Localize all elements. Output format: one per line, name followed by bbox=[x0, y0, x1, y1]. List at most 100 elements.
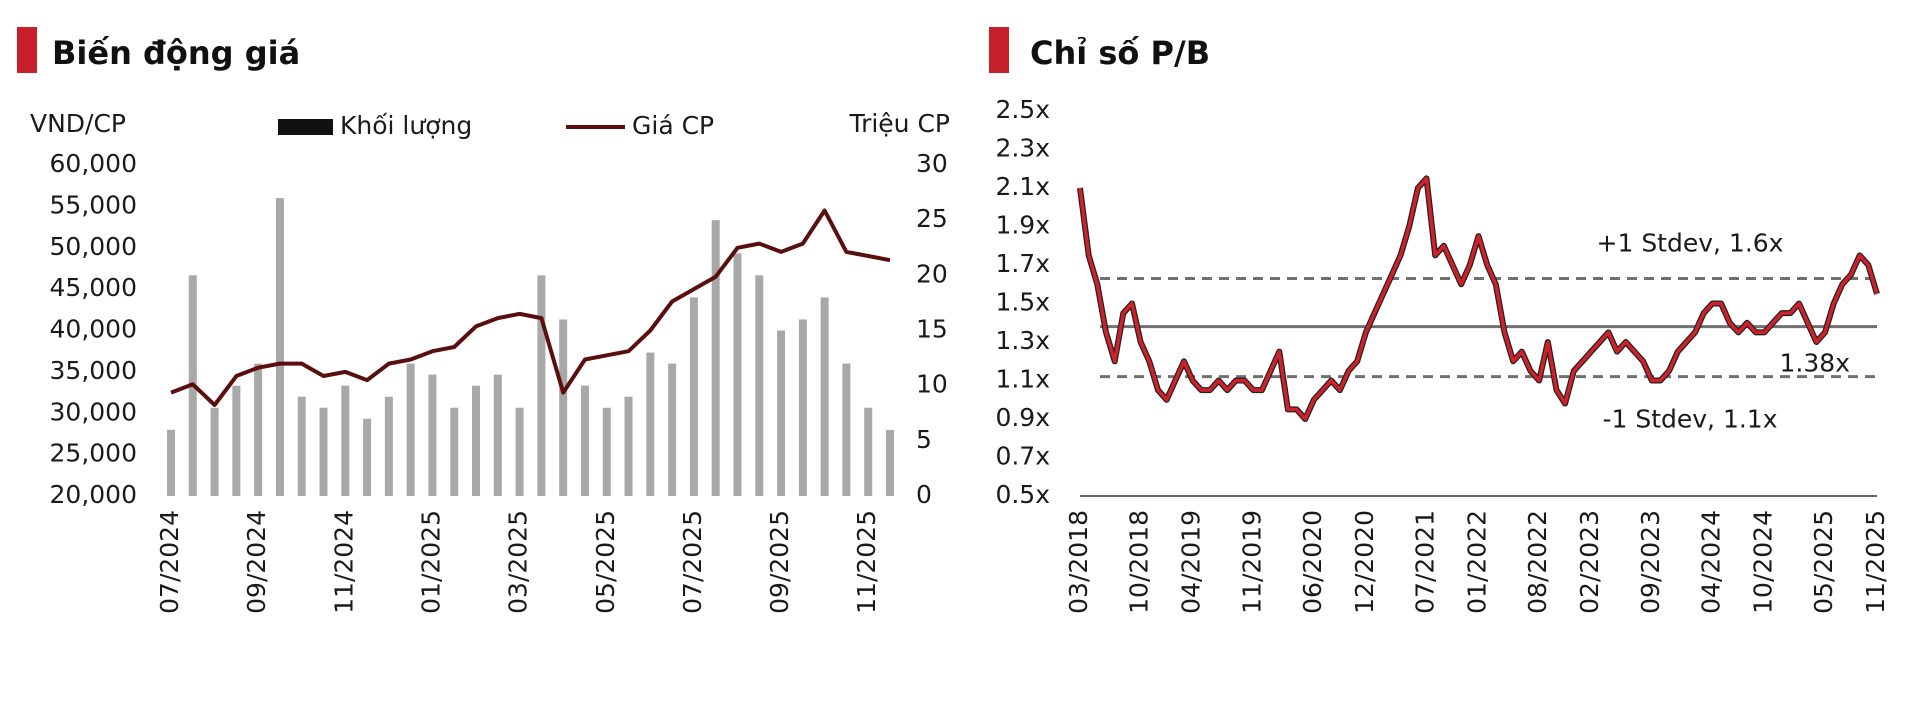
legend-label: Khối lượng bbox=[340, 111, 472, 140]
y2-tick-label: 10 bbox=[916, 370, 948, 399]
annotation: +1 Stdev, 1.6x bbox=[1597, 228, 1784, 257]
y2-tick-label: 20 bbox=[916, 259, 948, 288]
volume-bar bbox=[210, 407, 219, 496]
y-tick-label: 1.9x bbox=[995, 211, 1050, 240]
volume-bar bbox=[602, 407, 611, 496]
volume-bar bbox=[254, 363, 263, 496]
y-tick-label: 1.3x bbox=[995, 326, 1050, 355]
y-tick-label: 2.1x bbox=[995, 172, 1050, 201]
x-tick-label: 05/2025 bbox=[591, 510, 620, 614]
volume-bar bbox=[319, 407, 328, 496]
x-tick-label: 10/2024 bbox=[1748, 510, 1777, 614]
x-tick-label: 07/2024 bbox=[155, 510, 184, 614]
volume-bar bbox=[559, 319, 568, 496]
y-tick-label: 1.5x bbox=[995, 288, 1050, 317]
y-tick-label: 0.9x bbox=[995, 403, 1050, 432]
volume-bar bbox=[450, 407, 459, 496]
x-tick-label: 09/2024 bbox=[242, 510, 271, 614]
x-tick-label: 09/2023 bbox=[1636, 510, 1665, 614]
x-tick-label: 08/2022 bbox=[1523, 510, 1552, 614]
y-tick-label: 25,000 bbox=[50, 439, 137, 468]
y-tick-label: 1.1x bbox=[995, 365, 1050, 394]
y-tick-label: 45,000 bbox=[50, 273, 137, 302]
y-tick-label: 50,000 bbox=[50, 232, 137, 261]
volume-bar bbox=[384, 396, 393, 496]
volume-bar bbox=[646, 352, 655, 496]
volume-bar bbox=[428, 374, 437, 496]
x-tick-label: 11/2025 bbox=[1861, 510, 1890, 614]
legend-swatch bbox=[278, 119, 333, 135]
x-tick-label: 06/2020 bbox=[1298, 510, 1327, 614]
y-axis-label: VND/CP bbox=[30, 109, 126, 138]
chart-title: Biến động giá bbox=[52, 34, 300, 72]
volume-bar bbox=[297, 396, 306, 496]
x-tick-label: 11/2019 bbox=[1237, 510, 1266, 614]
volume-bar bbox=[864, 407, 873, 496]
y-tick-label: 30,000 bbox=[50, 397, 137, 426]
legend-label: Giá CP bbox=[632, 111, 714, 140]
volume-bar bbox=[406, 363, 415, 496]
volume-bar bbox=[341, 385, 350, 496]
x-tick-label: 03/2018 bbox=[1064, 510, 1093, 614]
volume-bar bbox=[777, 330, 786, 496]
volume-bar bbox=[493, 374, 502, 496]
x-tick-label: 12/2020 bbox=[1350, 510, 1379, 614]
y-tick-label: 2.3x bbox=[995, 134, 1050, 163]
x-tick-label: 09/2025 bbox=[765, 510, 794, 614]
volume-bar bbox=[820, 297, 829, 496]
y-tick-label: 60,000 bbox=[50, 149, 137, 178]
price-line bbox=[170, 208, 891, 407]
annotation: 1.38x bbox=[1780, 349, 1850, 378]
x-tick-label: 04/2024 bbox=[1696, 510, 1725, 614]
x-tick-label: 03/2025 bbox=[504, 510, 533, 614]
volume-bar bbox=[842, 363, 851, 496]
volume-bar bbox=[537, 275, 546, 496]
pb-line-shadow bbox=[1077, 175, 1880, 422]
x-tick-label: 10/2018 bbox=[1125, 510, 1154, 614]
volume-bar bbox=[798, 319, 807, 496]
chart-title: Chỉ số P/B bbox=[1030, 34, 1210, 72]
y-tick-label: 35,000 bbox=[50, 356, 137, 385]
y-tick-label: 20,000 bbox=[50, 480, 137, 509]
x-tick-label: 01/2025 bbox=[416, 510, 445, 614]
y-tick-label: 40,000 bbox=[50, 315, 137, 344]
x-tick-label: 02/2023 bbox=[1575, 510, 1604, 614]
y2-tick-label: 30 bbox=[916, 149, 948, 178]
volume-bar bbox=[167, 429, 175, 496]
y-tick-label: 55,000 bbox=[50, 190, 137, 219]
volume-bar bbox=[472, 385, 481, 496]
title-icon bbox=[989, 27, 1009, 73]
y2-tick-label: 25 bbox=[916, 204, 948, 233]
volume-bar bbox=[733, 253, 742, 496]
y-tick-label: 0.5x bbox=[995, 480, 1050, 509]
volume-bar bbox=[232, 385, 241, 496]
y-tick-label: 2.5x bbox=[995, 95, 1050, 124]
y2-axis-label: Triệu CP bbox=[848, 109, 950, 138]
y-tick-label: 0.7x bbox=[995, 442, 1050, 471]
y2-tick-label: 15 bbox=[916, 315, 948, 344]
volume-bar bbox=[580, 385, 589, 496]
y2-tick-label: 0 bbox=[916, 480, 932, 509]
x-tick-label: 11/2024 bbox=[329, 510, 358, 614]
title-icon bbox=[17, 27, 37, 73]
volume-bar bbox=[689, 297, 698, 496]
volume-bar bbox=[755, 275, 764, 496]
volume-bar bbox=[275, 198, 284, 496]
volume-bar bbox=[515, 407, 524, 496]
volume-bar bbox=[624, 396, 633, 496]
volume-bar bbox=[886, 429, 894, 496]
x-tick-label: 07/2021 bbox=[1411, 510, 1440, 614]
x-tick-label: 04/2019 bbox=[1177, 510, 1206, 614]
x-tick-label: 07/2025 bbox=[678, 510, 707, 614]
y2-tick-label: 5 bbox=[916, 425, 932, 454]
x-tick-label: 05/2025 bbox=[1809, 510, 1838, 614]
x-tick-label: 11/2025 bbox=[852, 510, 881, 614]
y-tick-label: 1.7x bbox=[995, 249, 1050, 278]
volume-bar bbox=[363, 418, 372, 496]
annotation: -1 Stdev, 1.1x bbox=[1602, 405, 1777, 434]
volume-bar bbox=[668, 363, 677, 496]
volume-bar bbox=[711, 220, 720, 496]
pb-line bbox=[1078, 176, 1879, 421]
x-tick-label: 01/2022 bbox=[1463, 510, 1492, 614]
